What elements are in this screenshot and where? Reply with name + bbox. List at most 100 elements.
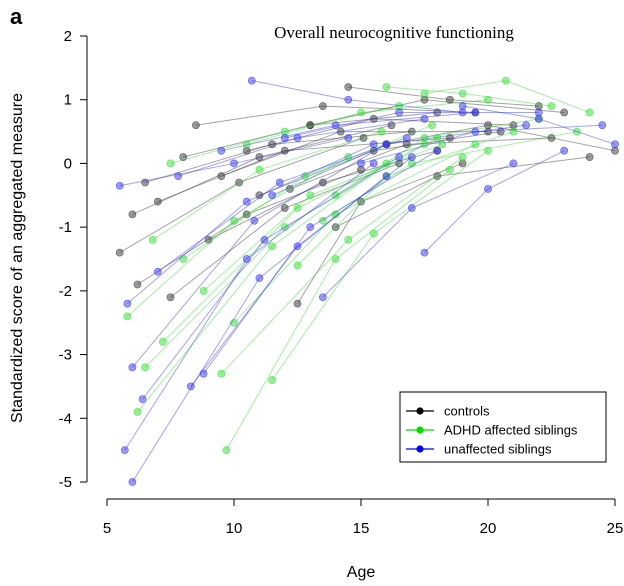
legend-box <box>399 391 607 463</box>
y-tick-label: -1 <box>59 219 72 236</box>
data-point <box>120 446 129 455</box>
x-ticks: 5 10 15 20 25 <box>103 499 624 537</box>
y-axis-label: Standardized score of an aggregated meas… <box>9 93 26 423</box>
x-tick-label: 25 <box>607 520 624 537</box>
data-point <box>534 114 543 123</box>
data-point <box>420 114 429 123</box>
data-point <box>242 210 251 219</box>
data-point <box>336 127 345 136</box>
data-point <box>250 216 259 225</box>
data-point <box>235 178 243 187</box>
data-point <box>496 127 505 136</box>
data-point <box>191 121 200 130</box>
data-point <box>344 83 353 91</box>
series-line <box>335 156 590 228</box>
data-point <box>174 172 183 181</box>
x-tick-label: 5 <box>103 520 111 537</box>
data-point <box>433 146 442 155</box>
data-point <box>428 121 437 130</box>
data-point <box>420 134 429 142</box>
data-point <box>230 318 238 327</box>
data-point <box>268 191 276 200</box>
data-point <box>344 95 353 104</box>
data-point <box>148 235 157 244</box>
data-point <box>280 134 289 142</box>
panel-label: a <box>10 4 23 29</box>
data-point <box>141 178 149 187</box>
data-point <box>318 102 327 110</box>
data-point <box>255 153 264 161</box>
data-point <box>433 108 442 117</box>
data-point <box>395 153 403 161</box>
data-point <box>407 153 416 161</box>
data-point <box>407 127 416 136</box>
data-point <box>547 134 556 142</box>
data-point <box>359 134 368 142</box>
data-point <box>357 108 365 117</box>
data-point <box>280 204 289 212</box>
data-point <box>382 83 391 91</box>
data-point <box>280 223 289 232</box>
data-point <box>344 134 353 142</box>
series-line <box>162 137 438 343</box>
data-point <box>377 127 386 136</box>
data-point <box>501 76 510 85</box>
data-point <box>242 197 251 206</box>
y-tick-label: -5 <box>59 474 72 491</box>
data-point <box>318 216 327 225</box>
series-line <box>386 86 552 107</box>
data-point <box>293 204 302 212</box>
data-point <box>255 165 264 174</box>
data-point <box>275 178 284 187</box>
data-point <box>598 121 607 130</box>
data-point <box>306 223 315 232</box>
data-point <box>382 140 391 149</box>
data-point <box>484 95 492 104</box>
data-point <box>128 210 137 219</box>
data-point <box>445 134 454 142</box>
y-tick-label: -3 <box>59 347 72 364</box>
data-point <box>268 140 276 149</box>
x-tick-label: 20 <box>480 520 497 537</box>
data-point <box>547 102 556 110</box>
data-point <box>331 210 340 219</box>
data-point <box>133 408 142 416</box>
series-group <box>123 76 594 455</box>
y-ticks: -5 -4 -3 -2 -1 0 1 2 <box>59 28 87 491</box>
data-point <box>560 108 569 117</box>
data-point <box>611 140 619 149</box>
data-point <box>458 153 467 161</box>
data-point <box>471 108 480 117</box>
data-point <box>344 153 353 161</box>
data-point <box>133 280 142 289</box>
data-point <box>382 159 391 168</box>
data-point <box>115 181 124 190</box>
y-tick-label: 0 <box>64 155 72 172</box>
data-point <box>280 146 289 155</box>
y-tick-label: -2 <box>59 283 72 300</box>
data-point <box>560 146 569 155</box>
data-point <box>217 146 226 155</box>
data-point <box>420 89 429 98</box>
data-point <box>382 172 391 181</box>
data-point <box>255 274 264 283</box>
data-point <box>166 293 175 302</box>
data-point <box>230 216 238 225</box>
legend-label: controls <box>444 404 490 419</box>
data-point <box>153 197 162 206</box>
data-point <box>433 172 442 181</box>
data-point <box>407 204 416 212</box>
data-point <box>357 197 365 206</box>
data-point <box>344 235 353 244</box>
data-point <box>471 140 480 149</box>
data-point <box>509 159 518 168</box>
x-axis-label: Age <box>347 564 376 581</box>
data-point <box>179 255 188 263</box>
data-point <box>331 255 340 263</box>
series-line <box>424 150 565 253</box>
data-point <box>402 134 411 142</box>
data-point <box>204 235 213 244</box>
data-point <box>268 242 276 251</box>
legend-label: ADHD affected siblings <box>444 423 578 438</box>
